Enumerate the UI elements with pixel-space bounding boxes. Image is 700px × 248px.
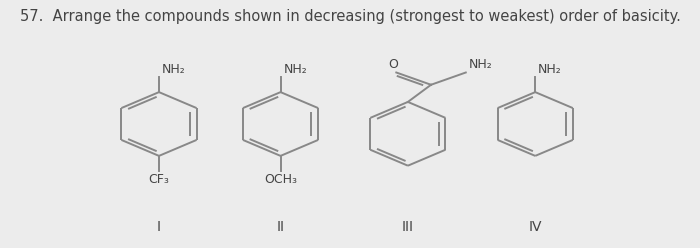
Text: NH₂: NH₂ <box>162 63 186 76</box>
Text: O: O <box>389 58 398 70</box>
Text: OCH₃: OCH₃ <box>264 173 297 186</box>
Text: IV: IV <box>528 220 542 234</box>
Text: 57.  Arrange the compounds shown in decreasing (strongest to weakest) order of b: 57. Arrange the compounds shown in decre… <box>20 9 680 24</box>
Text: NH₂: NH₂ <box>469 58 492 71</box>
Text: CF₃: CF₃ <box>148 173 169 186</box>
Text: NH₂: NH₂ <box>284 63 307 76</box>
Text: II: II <box>276 220 284 234</box>
Text: III: III <box>402 220 414 234</box>
Text: NH₂: NH₂ <box>538 63 562 76</box>
Text: I: I <box>157 220 161 234</box>
